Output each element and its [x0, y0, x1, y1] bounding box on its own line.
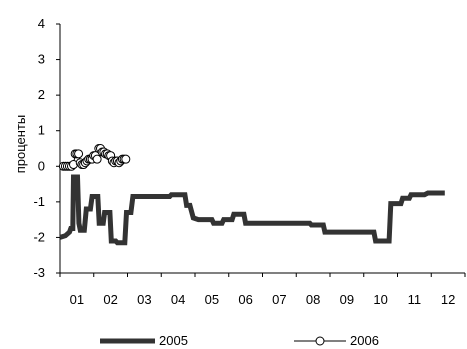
x-tick-label: 05 — [205, 292, 219, 307]
y-tick-labels: 4 3 2 1 0 -1 -2 -3 — [33, 16, 45, 280]
y-tick-label: 3 — [38, 52, 45, 67]
plot-area — [58, 144, 445, 246]
y-tick-label: 1 — [38, 123, 45, 138]
x-tick-label: 01 — [70, 292, 84, 307]
x-tick-label: 08 — [306, 292, 320, 307]
y-tick-label: 2 — [38, 87, 45, 102]
y-tick-label: 4 — [38, 16, 45, 31]
axes — [59, 24, 465, 274]
y-axis-title: проценты — [13, 115, 28, 174]
y-tick-label: -2 — [33, 229, 45, 244]
x-tick-label: 03 — [137, 292, 151, 307]
x-tick-label: 07 — [272, 292, 286, 307]
x-tick-label: 04 — [171, 292, 185, 307]
legend-label-2006: 2006 — [350, 333, 379, 348]
y-tick-label: -1 — [33, 194, 45, 209]
series-line-2005 — [59, 174, 445, 246]
data-point — [74, 149, 84, 159]
x-tick-label: 06 — [238, 292, 252, 307]
x-tick-label: 11 — [408, 292, 422, 307]
x-tick-label: 12 — [441, 292, 455, 307]
y-tick-marks — [56, 23, 60, 274]
x-tick-label: 09 — [340, 292, 354, 307]
data-point — [92, 154, 102, 164]
x-tick-marks — [59, 273, 466, 277]
y-tick-label: 0 — [38, 158, 45, 173]
legend-label-2005: 2005 — [159, 333, 188, 348]
legend-marker-2006 — [315, 336, 325, 346]
legend: 2005 2006 — [100, 333, 379, 348]
x-tick-label: 02 — [103, 292, 117, 307]
x-tick-label: 10 — [373, 292, 387, 307]
y-tick-label: -3 — [33, 265, 45, 280]
x-tick-labels: 01 02 03 04 05 06 07 08 09 10 11 12 — [70, 292, 456, 307]
data-point — [121, 154, 131, 164]
